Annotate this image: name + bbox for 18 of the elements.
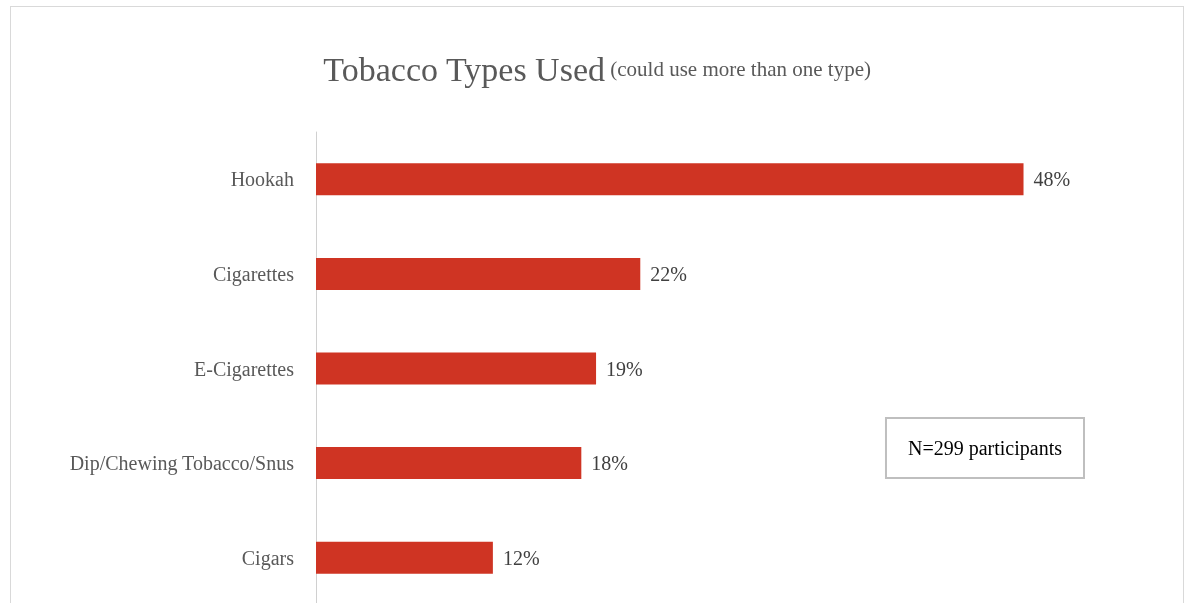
annotation: N=299 participants xyxy=(907,437,1063,460)
data-label: 18% xyxy=(591,452,628,475)
y-tick-label: Cigarettes xyxy=(212,262,295,286)
data-label: 48% xyxy=(1033,168,1071,191)
bar xyxy=(316,447,582,480)
y-tick-label: Dip/Chewing Tobacco/Snus xyxy=(69,452,295,476)
data-label: 12% xyxy=(502,546,540,569)
bar xyxy=(316,352,597,385)
y-tick-label: Cigars xyxy=(241,546,295,570)
y-tick-label: Hookah xyxy=(230,168,294,191)
chart-subtitle: (could use more than one type) xyxy=(610,57,871,81)
bar xyxy=(316,163,1024,196)
chart-title: Tobacco Types Used xyxy=(323,50,605,88)
y-tick-label: E-Cigarettes xyxy=(194,357,295,381)
bar xyxy=(316,257,641,290)
data-label: 22% xyxy=(650,262,687,285)
bar xyxy=(316,541,493,574)
data-label: 19% xyxy=(606,357,643,380)
